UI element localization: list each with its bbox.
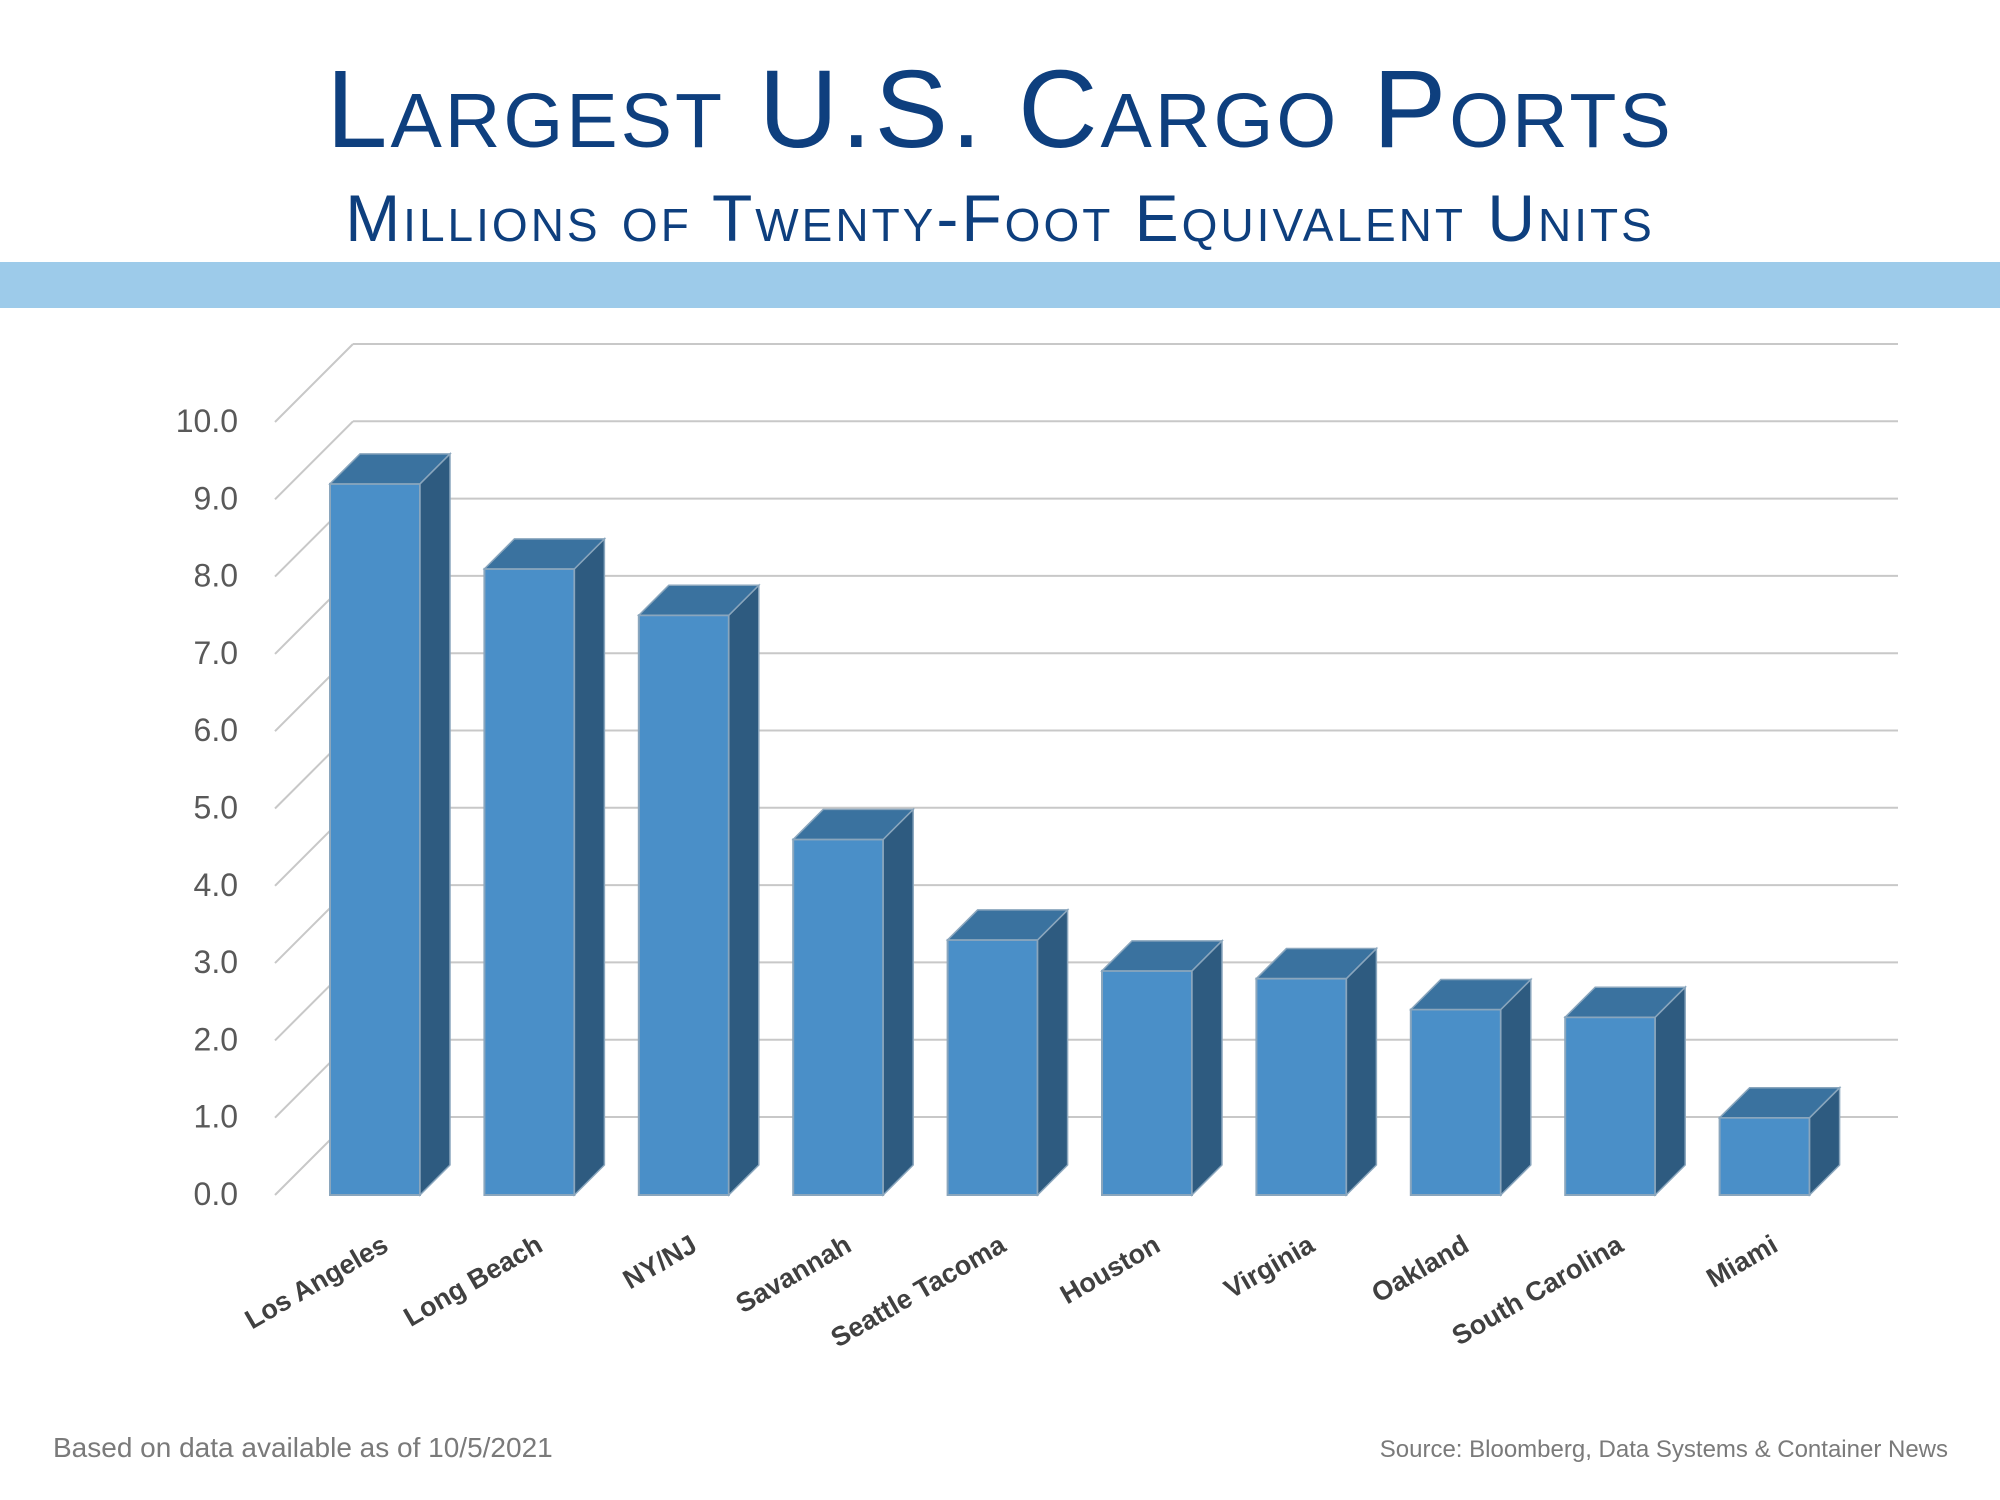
- bar-series: [328, 452, 1842, 1197]
- y-tick-label: 0.0: [194, 1176, 238, 1212]
- y-tick-label: 2.0: [194, 1021, 238, 1057]
- bar-top: [791, 808, 916, 841]
- bar-front: [792, 838, 885, 1196]
- y-tick-label: 6.0: [194, 712, 238, 748]
- x-tick-label: Seattle Tacoma: [826, 1229, 1012, 1354]
- bar-top: [328, 453, 452, 485]
- y-tick-label: 1.0: [194, 1099, 238, 1135]
- y-tick-label: 10.0: [176, 403, 238, 439]
- header-band: [0, 262, 2000, 308]
- bar-front: [637, 614, 730, 1196]
- x-tick-label: Los Angeles: [240, 1229, 393, 1335]
- chart-title: Largest U.S. Cargo Ports: [326, 48, 1674, 171]
- bar-front: [946, 938, 1039, 1196]
- y-tick-label: 9.0: [194, 480, 238, 516]
- bar-front: [1101, 969, 1193, 1197]
- bar-front: [483, 567, 576, 1196]
- data-date-note: Based on data available as of 10/5/2021: [53, 1432, 553, 1463]
- bar: [482, 537, 607, 1197]
- bar-side: [419, 452, 451, 1197]
- y-tick-label: 3.0: [194, 944, 238, 980]
- x-tick-label: Miami: [1701, 1229, 1782, 1293]
- bar: [1717, 1085, 1842, 1197]
- bar: [791, 807, 916, 1197]
- bar-top: [945, 909, 1070, 941]
- bar: [1408, 977, 1533, 1197]
- bar: [1563, 985, 1688, 1197]
- bar: [945, 908, 1070, 1197]
- x-tick-label: Long Beach: [399, 1229, 548, 1332]
- y-tick-label: 4.0: [194, 867, 238, 903]
- x-tick-label: Savannah: [731, 1229, 856, 1319]
- bar-top: [1563, 986, 1688, 1018]
- y-tick-label: 8.0: [194, 558, 238, 594]
- bar-side: [882, 807, 914, 1197]
- bar-top: [1408, 978, 1533, 1011]
- x-tick-label: Houston: [1055, 1229, 1165, 1310]
- bar-top: [482, 538, 607, 570]
- bar-side: [1654, 985, 1686, 1197]
- x-axis-ticks: Los Angeles Long Beach NY/NJ SavannahSeattl…: [240, 1229, 1783, 1354]
- bar-side: [1191, 939, 1223, 1197]
- bar-front: [329, 482, 421, 1196]
- gridline-diagonal: [274, 420, 354, 501]
- bar-top: [1254, 947, 1379, 980]
- bar-front: [1409, 1008, 1502, 1196]
- source-note: Source: Bloomberg, Data Systems & Contai…: [1379, 1436, 1948, 1463]
- bar: [1254, 946, 1379, 1197]
- x-tick-label: South Carolina: [1447, 1229, 1629, 1351]
- y-tick-label: 5.0: [194, 790, 238, 826]
- bar-side: [1345, 946, 1378, 1197]
- bar-top: [1100, 940, 1224, 972]
- bar-side: [1036, 908, 1069, 1197]
- bar: [636, 583, 761, 1197]
- bar: [1100, 939, 1224, 1197]
- chart-subtitle: Millions of Twenty-Foot Equivalent Units: [345, 181, 1655, 255]
- bar-front: [1255, 977, 1348, 1196]
- y-axis-ticks: 0.0 1.0 2.0 3.0 4.0 5.0 6.0 7.0 8.0 9.0 10.0: [176, 403, 238, 1212]
- bar-side: [728, 583, 760, 1197]
- bar-side: [1500, 977, 1532, 1197]
- gridline-diagonal: [274, 343, 354, 423]
- bar-top: [1717, 1086, 1842, 1119]
- x-tick-label: Oakland: [1367, 1229, 1474, 1308]
- x-tick-label: Virginia: [1219, 1229, 1320, 1305]
- bar-front: [1718, 1116, 1811, 1196]
- bar-side: [573, 537, 606, 1197]
- y-tick-label: 7.0: [194, 635, 238, 671]
- x-tick-label: NY/NJ: [618, 1229, 702, 1295]
- bar-top: [636, 584, 761, 616]
- bar: [328, 452, 452, 1197]
- bar-front: [1564, 1016, 1657, 1197]
